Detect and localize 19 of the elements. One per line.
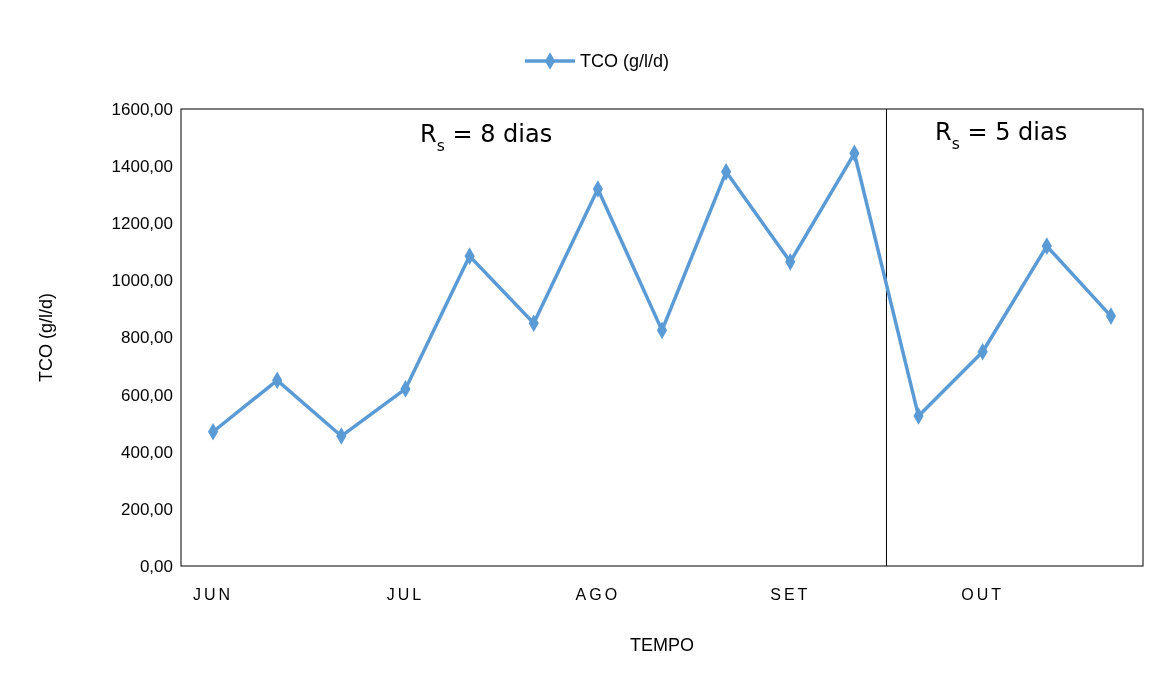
y-tick-label: 1600,00 [111,99,173,119]
y-tick-label: 800,00 [121,328,173,348]
x-tick-label: OUT [961,586,1005,603]
x-axis-title: TEMPO [629,635,695,655]
y-tick-label: 1400,00 [111,157,173,177]
x-tick-label: JUL [386,586,425,603]
x-tick-label: SET [770,586,811,603]
y-tick-label: 1000,00 [111,271,173,291]
y-tick-label: 0,00 [139,556,173,576]
y-tick-label: 400,00 [121,442,173,462]
y-tick-label: 1200,00 [111,214,173,234]
y-axis-title: TCO (g/l/d) [36,292,56,383]
legend-label: TCO (g/l/d) [580,51,670,72]
y-tick-label: 200,00 [121,499,173,519]
annotation: R$_{s}$ = 5 dias [935,118,1068,153]
annotation: R$_{s}$ = 8 dias [420,120,553,155]
x-tick-label: AGO [575,586,621,603]
x-tick-label: JUN [193,586,234,603]
y-tick-label: 600,00 [121,385,173,405]
